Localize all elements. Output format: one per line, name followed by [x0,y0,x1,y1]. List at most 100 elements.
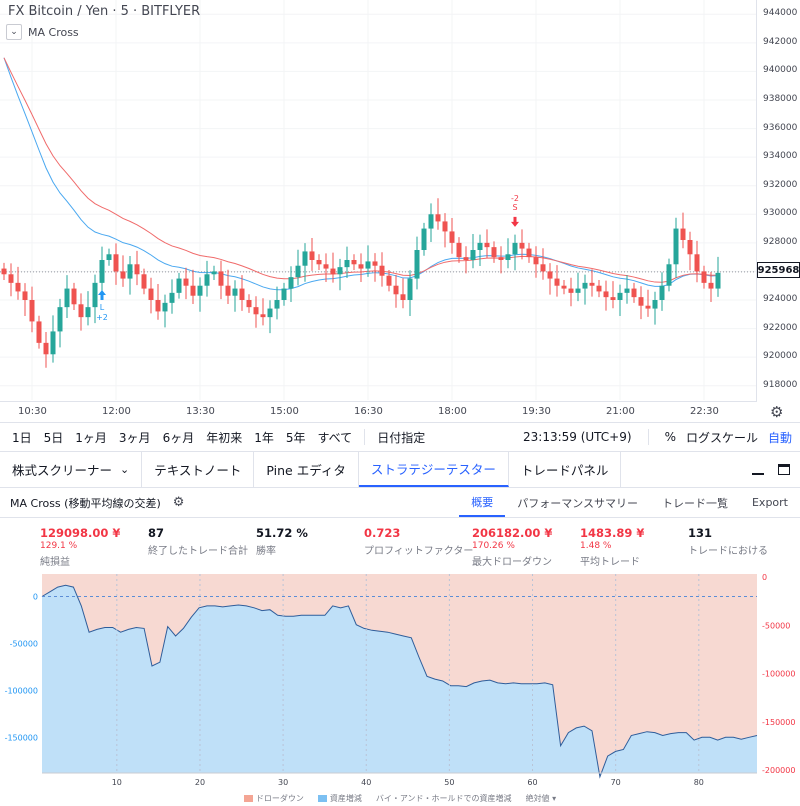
candle [183,267,189,300]
left-axis-label: -100000 [5,686,38,695]
candle [645,289,651,317]
tab-text-notes[interactable]: テキストノート [142,452,255,487]
range-5y-button[interactable]: 5年 [285,430,306,445]
candle [498,246,504,274]
left-axis-label: -50000 [10,639,38,648]
candle [225,269,231,304]
tab-pine-editor[interactable]: Pine エディタ [254,452,359,487]
study-name[interactable]: MA Cross [28,25,79,39]
legend-swatch-equity [317,794,327,802]
legend-drawdown[interactable]: ドローダウン [243,793,304,804]
candle [211,265,217,280]
candle [330,252,336,283]
candle [659,272,665,311]
candle [624,275,630,304]
subtab-trade-list[interactable]: トレード一覧 [661,496,728,510]
time-tick-label: 15:00 [270,406,299,417]
candle [379,252,385,287]
candle [190,269,196,304]
candle [575,272,581,302]
tab-trading-panel[interactable]: トレードパネル [509,452,622,487]
metric-value: 129098.00 ¥ [40,526,121,540]
price-tick-label: 942000 [763,36,798,47]
range-6m-button[interactable]: 6ヶ月 [162,430,195,445]
bottom-panel-tabs: 株式スクリーナー ⌄ テキストノート Pine エディタ ストラテジーテスター … [0,452,800,488]
metric-label: 平均トレード [580,557,640,568]
candle [428,203,434,242]
right-axis-label: -200000 [762,766,795,775]
log-scale-toggle[interactable]: ログスケール [685,430,758,445]
range-1d-button[interactable]: 1日 [12,430,32,445]
candle [162,294,168,328]
candle [435,198,441,230]
range-divider-right [647,429,649,445]
goto-date-button[interactable]: 日付指定 [377,430,426,445]
long-qty: +2 [96,313,108,322]
legend-mode-select[interactable]: 絶対値 ▾ [525,793,557,803]
legend-equity[interactable]: 資産増減 [317,793,362,804]
price-tick-label: 944000 [763,8,798,19]
clock-timezone[interactable]: 23:13:59 (UTC+9) [523,430,632,444]
collapse-legend-button[interactable]: ⌄ [6,24,22,40]
candle [204,260,210,297]
range-divider [364,429,366,445]
candle [617,284,623,316]
candle [169,279,175,314]
candle [491,241,497,263]
range-1y-button[interactable]: 1年 [254,430,274,445]
x-tick-label: 40 [361,778,371,787]
candle [99,246,105,294]
candle [582,274,588,305]
metric-value: 1483.89 ¥ [580,526,645,540]
candle [302,243,308,282]
range-all-button[interactable]: すべて [317,430,353,445]
candle [337,258,343,291]
candle [127,256,133,295]
last-price-label: 925968 [757,262,800,278]
left-axis-label: 0 [33,593,38,602]
strategy-settings-gear-icon[interactable]: ⚙ [172,495,185,510]
range-1m-button[interactable]: 1ヶ月 [75,430,107,445]
candle [309,238,315,271]
price-chart[interactable]: L+2 -2S [0,0,800,400]
price-tick-label: 924000 [763,294,798,304]
subtab-overview[interactable]: 概要 [459,488,506,517]
legend-buy-hold[interactable]: バイ・アンド・ホールドでの資産増減 [375,793,512,803]
auto-scale-toggle[interactable]: 自動 [767,430,792,445]
equity-chart[interactable]: 10 20 30 40 50 60 70 80 0 -50000 -100000 -150000 0 -5… [0,570,800,806]
tab-stock-screener[interactable]: 株式スクリーナー ⌄ [0,452,143,487]
candle [57,298,63,348]
range-3m-button[interactable]: 3ヶ月 [118,430,151,445]
candle [519,229,525,260]
right-axis-label: 0 [762,573,767,582]
price-tick-label: 938000 [763,94,798,104]
metric-value: 206182.00 ¥ [472,526,553,540]
candle [400,278,406,309]
minimize-panel-icon[interactable] [752,472,764,475]
candle [36,315,42,349]
range-5d-button[interactable]: 5日 [43,430,64,445]
tab-strategy-tester[interactable]: ストラテジーテスター [358,452,509,487]
range-ytd-button[interactable]: 年初来 [206,430,243,445]
chart-settings-gear-icon[interactable]: ⚙ [770,403,784,421]
candle [666,258,672,292]
ma-fast-line [3,57,719,283]
metric-label: トレードにおける [688,546,768,557]
percent-scale-toggle[interactable]: % [664,430,676,444]
maximize-panel-icon[interactable] [778,464,790,475]
candle [232,280,238,312]
metric-sub: 129.1 % [40,541,78,551]
metric-avg-trade: 1483.89 ¥ 1.48 % 平均トレード [580,526,644,568]
long-label: L [100,303,105,312]
export-button[interactable]: Export [751,496,788,509]
subtab-performance-summary[interactable]: パフォーマンスサマリー [517,496,638,510]
strategy-name: MA Cross (移動平均線の交差) [10,496,161,510]
price-tick-label: 934000 [763,151,798,162]
price-tick-label: 918000 [763,379,798,390]
metric-label: 最大ドローダウン [472,557,552,568]
candle [92,274,98,324]
x-tick-label: 50 [444,778,454,787]
candle [554,265,560,297]
candle [106,248,112,266]
candle [281,282,287,306]
